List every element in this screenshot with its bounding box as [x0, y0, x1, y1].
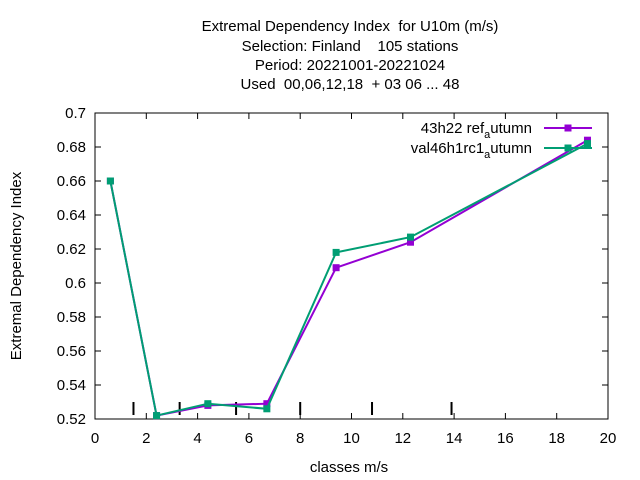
- legend-marker-0: [564, 124, 572, 132]
- series-1: [106, 140, 591, 420]
- legend-label-1-part-1: a: [484, 149, 491, 161]
- series-1-point-0: [106, 177, 114, 185]
- series-lines: [106, 136, 591, 420]
- title-line-1: Extremal Dependency Index for U10m (m/s): [201, 18, 499, 35]
- legend-label-0-part-2: ef: [472, 120, 485, 137]
- x-tick-label-2: 4: [193, 430, 201, 447]
- y-tick-label-1: 0.54: [57, 377, 86, 394]
- title-line-3: Period: 20221001-20221024: [254, 57, 446, 74]
- series-1-point-5: [406, 233, 414, 241]
- x-tick-label-3: 6: [245, 430, 253, 447]
- legend-label-0-part-3: a: [484, 129, 491, 141]
- series-1-point-6: [583, 140, 591, 148]
- series-1-line: [109, 142, 588, 417]
- series-0-point-3: [263, 400, 271, 408]
- x-tick-label-5: 10: [343, 430, 360, 447]
- x-tick-label-1: 2: [142, 430, 150, 447]
- x-axis-label: classes m/s: [310, 459, 388, 476]
- series-1-point-4: [332, 248, 340, 256]
- class-marks: [132, 402, 453, 415]
- y-tick-label-8: 0.68: [57, 139, 86, 156]
- x-tick-label-4: 8: [296, 430, 304, 447]
- y-axis-label: Extremal Dependency Index: [8, 171, 25, 360]
- series-0-point-5: [406, 238, 414, 246]
- series-0-point-4: [332, 264, 340, 272]
- y-tick-label-4: 0.6: [65, 275, 86, 292]
- y-tick-label-3: 0.58: [57, 309, 86, 326]
- axes: 0 2 4 6 8 10 12 14 16 18 20 0.52 0.54 0.56 0.58 0.6 0.62…: [57, 105, 617, 447]
- y-tick-label-7: 0.66: [57, 173, 86, 190]
- x-tick-label-7: 14: [446, 430, 463, 447]
- legend-marker-1: [564, 144, 572, 152]
- x-tick-label-6: 12: [394, 430, 411, 447]
- legend-label-0-part-1: r: [467, 120, 472, 137]
- x-tick-label-0: 0: [91, 430, 99, 447]
- y-tick-label-2: 0.56: [57, 343, 86, 360]
- y-tick-label-0: 0.52: [57, 411, 86, 428]
- legend-label-1-part-0: val46h1rc1: [411, 140, 484, 157]
- y-tick-label-6: 0.64: [57, 207, 86, 224]
- series-1-point-3: [263, 405, 271, 413]
- y-tick-label-9: 0.7: [65, 105, 86, 122]
- legend-label-0-part-4: utumn: [490, 120, 532, 137]
- x-tick-label-10: 20: [600, 430, 617, 447]
- y-tick-label-5: 0.62: [57, 241, 86, 258]
- title-line-4: Used 00,06,12,18 + 03 06 ... 48: [240, 76, 460, 93]
- legend-label-0: 43h22 refautumn: [421, 120, 532, 141]
- series-1-point-2: [204, 400, 212, 408]
- x-tick-label-8: 16: [497, 430, 514, 447]
- legend-label-0-part-0: 43h22: [421, 120, 467, 137]
- series-1-point-1: [153, 412, 161, 420]
- legend-label-1: val46h1rc1autumn: [411, 140, 532, 161]
- plot-frame: [94, 112, 609, 420]
- legend-label-1-part-2: utumn: [490, 140, 532, 157]
- title-line-2: Selection: Finland 105 stations: [241, 38, 459, 55]
- x-tick-label-9: 18: [548, 430, 565, 447]
